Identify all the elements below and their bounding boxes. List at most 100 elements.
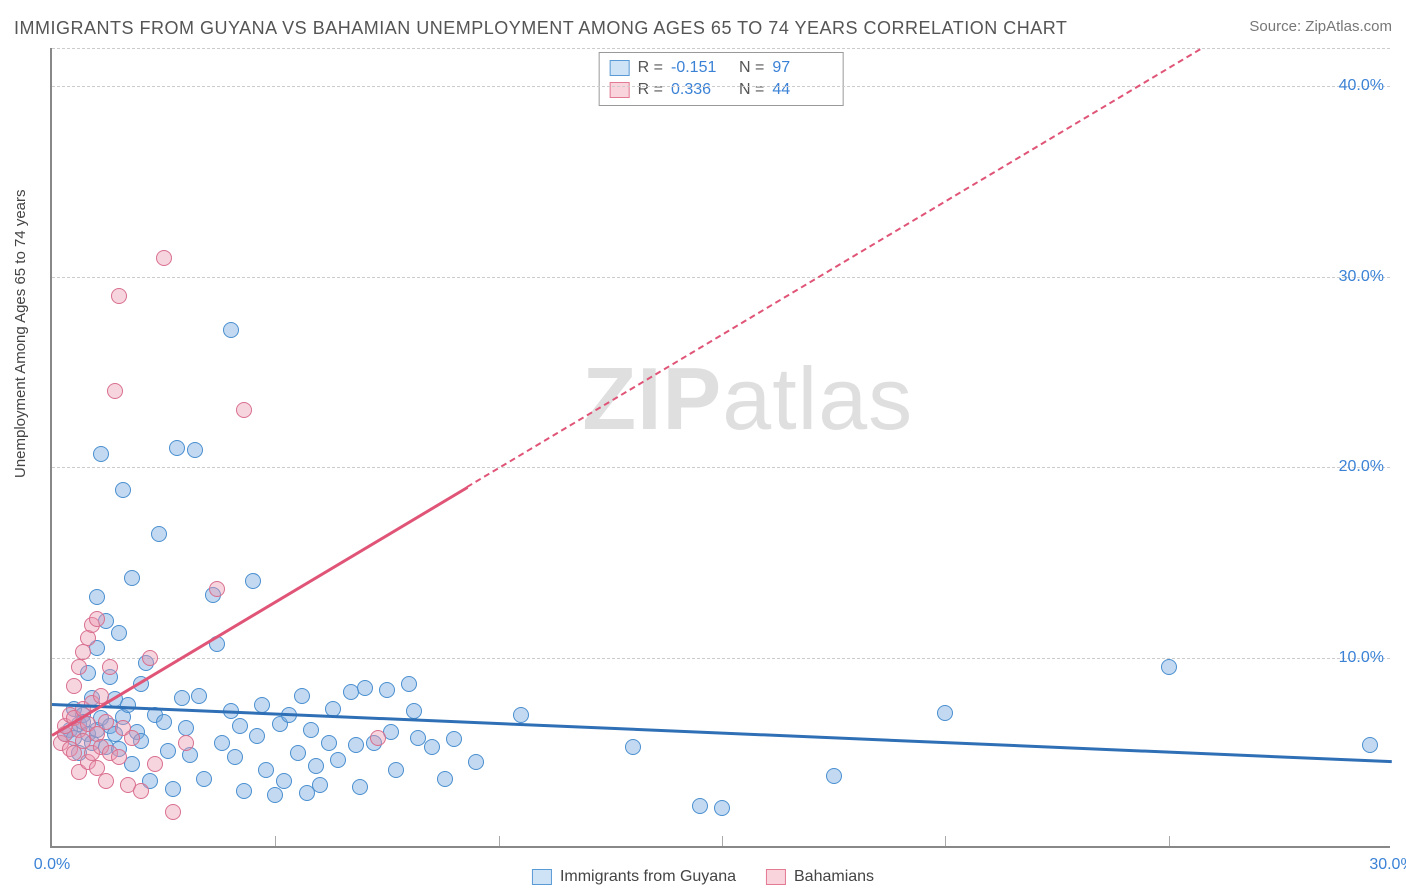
gridline — [52, 86, 1390, 87]
data-point-guyana — [937, 705, 953, 721]
data-point-guyana — [308, 758, 324, 774]
data-point-guyana — [321, 735, 337, 751]
legend-swatch — [610, 82, 630, 98]
data-point-bahamians — [142, 650, 158, 666]
data-point-bahamians — [178, 735, 194, 751]
data-point-guyana — [124, 756, 140, 772]
source-attribution: Source: ZipAtlas.com — [1249, 18, 1392, 35]
data-point-guyana — [625, 739, 641, 755]
data-point-guyana — [191, 688, 207, 704]
data-point-guyana — [187, 442, 203, 458]
stats-row: R = 0.336 N = 44 — [610, 79, 833, 101]
data-point-guyana — [826, 768, 842, 784]
data-point-guyana — [348, 737, 364, 753]
data-point-bahamians — [111, 749, 127, 765]
x-tick-mark — [1169, 836, 1170, 846]
x-tick-label: 30.0% — [1369, 856, 1406, 874]
data-point-guyana — [276, 773, 292, 789]
data-point-guyana — [227, 749, 243, 765]
data-point-guyana — [124, 570, 140, 586]
data-point-guyana — [214, 735, 230, 751]
data-point-guyana — [156, 714, 172, 730]
n-label: N = — [739, 59, 764, 77]
data-point-bahamians — [102, 659, 118, 675]
data-point-guyana — [424, 739, 440, 755]
trend-line-extrapolated — [467, 48, 1201, 487]
x-tick-mark — [945, 836, 946, 846]
data-point-bahamians — [124, 730, 140, 746]
data-point-guyana — [290, 745, 306, 761]
y-tick-label: 20.0% — [1339, 458, 1384, 476]
stats-row: R =-0.151N =97 — [610, 57, 833, 79]
data-point-guyana — [267, 787, 283, 803]
r-value: 0.336 — [671, 81, 731, 99]
data-point-guyana — [330, 752, 346, 768]
n-value: 44 — [772, 81, 832, 99]
source-label: Source: — [1249, 18, 1305, 35]
gridline — [52, 277, 1390, 278]
data-point-guyana — [468, 754, 484, 770]
data-point-guyana — [437, 771, 453, 787]
data-point-guyana — [303, 722, 319, 738]
chart-title: IMMIGRANTS FROM GUYANA VS BAHAMIAN UNEMP… — [14, 18, 1067, 39]
data-point-guyana — [245, 573, 261, 589]
legend-swatch — [532, 869, 552, 885]
gridline — [52, 48, 1390, 49]
data-point-guyana — [446, 731, 462, 747]
r-label: R = — [638, 81, 663, 99]
data-point-guyana — [714, 800, 730, 816]
y-tick-label: 10.0% — [1339, 649, 1384, 667]
correlation-stats-box: R =-0.151N =97R =0.336N =44 — [599, 52, 844, 106]
x-tick-mark — [499, 836, 500, 846]
data-point-guyana — [223, 322, 239, 338]
data-point-guyana — [312, 777, 328, 793]
source-link[interactable]: ZipAtlas.com — [1305, 18, 1392, 35]
data-point-guyana — [379, 682, 395, 698]
legend-item: Bahamians — [766, 868, 874, 886]
data-point-guyana — [357, 680, 373, 696]
data-point-guyana — [249, 728, 265, 744]
data-point-bahamians — [111, 288, 127, 304]
gridline — [52, 658, 1390, 659]
data-point-guyana — [401, 676, 417, 692]
legend-label: Bahamians — [794, 868, 874, 886]
y-axis-label: Unemployment Among Ages 65 to 74 years — [12, 189, 29, 478]
data-point-guyana — [178, 720, 194, 736]
data-point-guyana — [165, 781, 181, 797]
data-point-bahamians — [236, 402, 252, 418]
data-point-bahamians — [98, 773, 114, 789]
data-point-bahamians — [209, 581, 225, 597]
data-point-guyana — [160, 743, 176, 759]
data-point-guyana — [388, 762, 404, 778]
data-point-guyana — [196, 771, 212, 787]
r-label: R = — [638, 59, 663, 77]
x-tick-mark — [275, 836, 276, 846]
data-point-guyana — [111, 625, 127, 641]
data-point-guyana — [406, 703, 422, 719]
legend-label: Immigrants from Guyana — [560, 868, 736, 886]
legend-item: Immigrants from Guyana — [532, 868, 736, 886]
data-point-guyana — [294, 688, 310, 704]
data-point-bahamians — [107, 383, 123, 399]
data-point-guyana — [236, 783, 252, 799]
data-point-guyana — [513, 707, 529, 723]
data-point-bahamians — [89, 611, 105, 627]
data-point-guyana — [258, 762, 274, 778]
y-tick-label: 30.0% — [1339, 268, 1384, 286]
data-point-bahamians — [71, 659, 87, 675]
n-label: N = — [739, 81, 764, 99]
series-legend: Immigrants from Guyana Bahamians — [532, 868, 874, 886]
n-value: 97 — [772, 59, 832, 77]
x-tick-label: 0.0% — [34, 856, 70, 874]
data-point-guyana — [232, 718, 248, 734]
legend-swatch — [610, 60, 630, 76]
gridline — [52, 467, 1390, 468]
scatter-plot: ZIPatlas R =-0.151N =97R =0.336N =44 10.… — [50, 48, 1390, 848]
data-point-guyana — [1362, 737, 1378, 753]
data-point-guyana — [151, 526, 167, 542]
data-point-guyana — [174, 690, 190, 706]
x-tick-mark — [722, 836, 723, 846]
data-point-guyana — [89, 589, 105, 605]
y-tick-label: 40.0% — [1339, 77, 1384, 95]
legend-swatch — [766, 869, 786, 885]
